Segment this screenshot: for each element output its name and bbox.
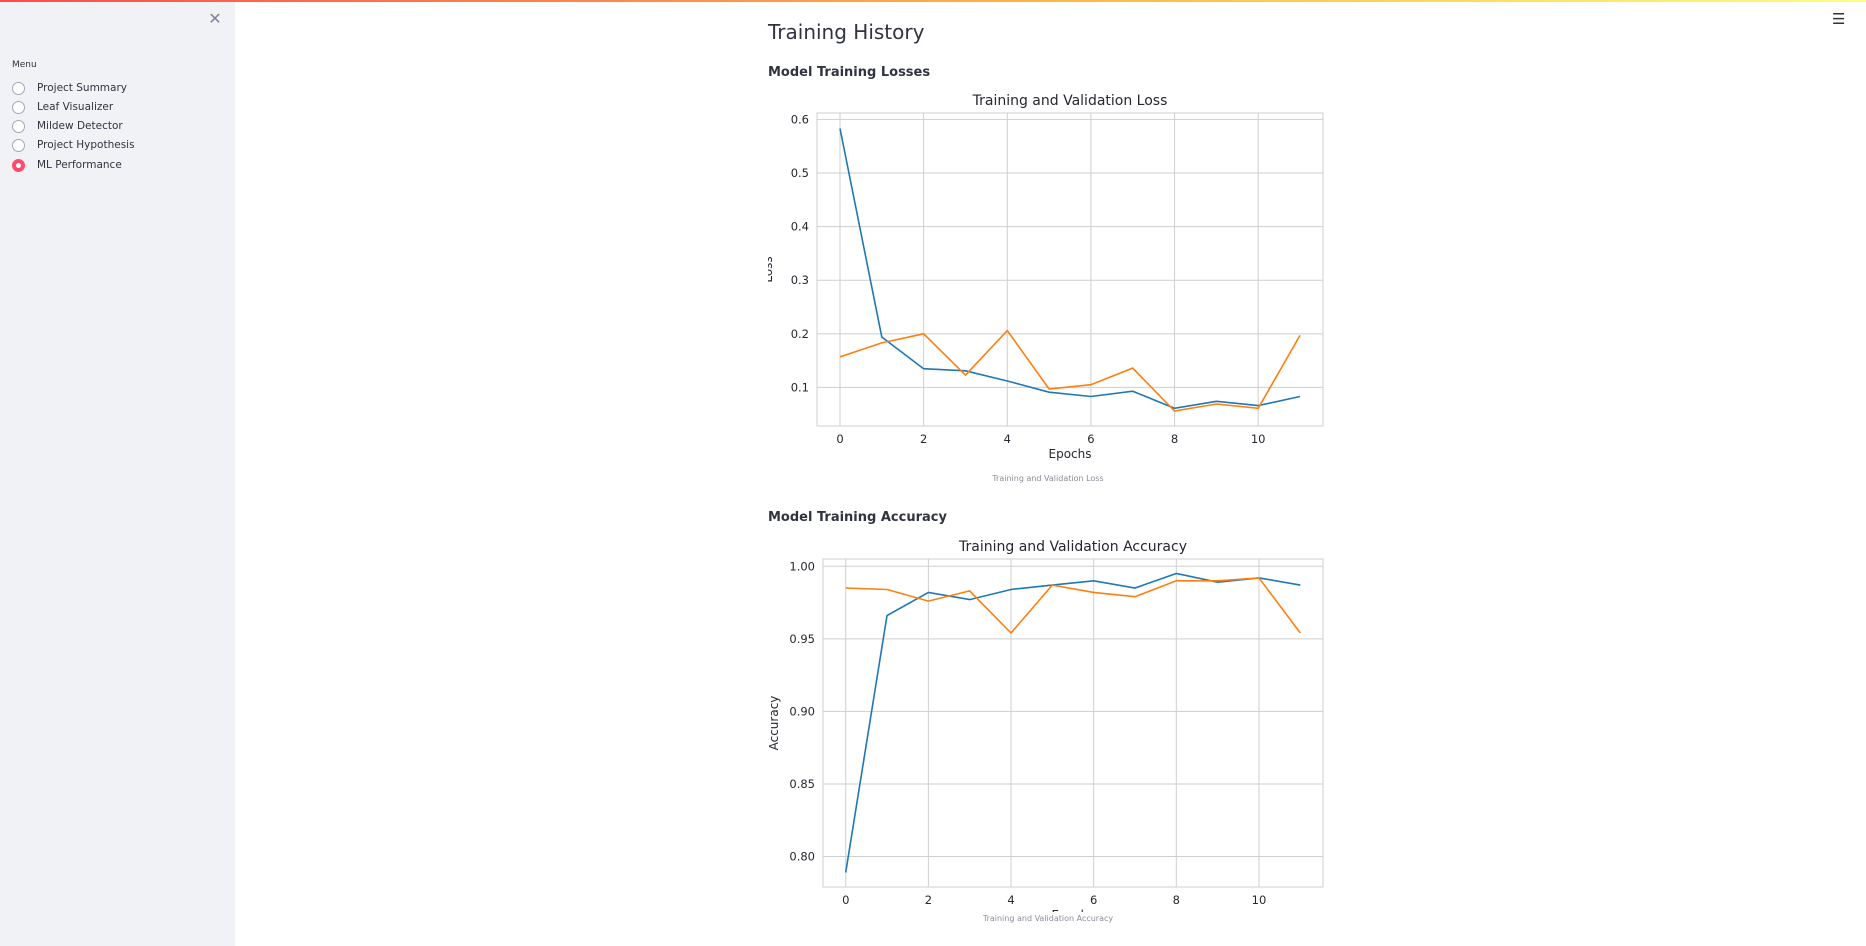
y-tick-label: 0.80 <box>789 850 815 864</box>
x-tick-label: 0 <box>836 432 843 446</box>
menu-item-label: Project Summary <box>37 82 128 94</box>
sidebar: ✕ Menu Project Summary Leaf Visualizer M… <box>0 2 235 946</box>
loss-chart: 0 2 4 6 8 10 0.1 0.2 0.3 0.4 0.5 0.6 Training and Va… <box>768 93 1324 461</box>
x-tick-label: 4 <box>1004 432 1011 446</box>
x-tick-label: 2 <box>925 893 932 907</box>
series-line-2 <box>845 577 1301 635</box>
chart-title: Training and Validation Accuracy <box>958 539 1187 555</box>
menu-item-mildew-detector[interactable]: Mildew Detector <box>12 118 123 134</box>
x-tick-label: 8 <box>1171 432 1178 446</box>
y-axis-label: Loss <box>768 256 775 282</box>
radio-icon[interactable] <box>12 119 25 133</box>
loss-section-heading: Model Training Losses <box>768 65 931 80</box>
series-line-2 <box>839 329 1301 412</box>
menu-item-project-hypothesis[interactable]: Project Hypothesis <box>12 137 135 153</box>
plot-frame <box>822 558 1324 888</box>
x-tick-label: 2 <box>920 432 927 446</box>
menu-label: Menu <box>12 60 37 70</box>
menu-item-project-summary[interactable]: Project Summary <box>12 80 127 96</box>
y-tick-label: 0.90 <box>789 704 815 718</box>
menu-item-ml-performance[interactable]: ML Performance <box>12 157 122 173</box>
series-line-1 <box>844 572 1301 873</box>
x-tick-label: 6 <box>1087 432 1094 446</box>
menu-item-leaf-visualizer[interactable]: Leaf Visualizer <box>12 99 113 115</box>
y-tick-label: 0.5 <box>791 166 809 180</box>
close-icon[interactable]: ✕ <box>208 9 222 28</box>
radio-selected-icon[interactable] <box>12 158 25 172</box>
page-title: Training History <box>768 20 925 44</box>
y-tick-label: 0.1 <box>791 380 809 394</box>
x-tick-label: 8 <box>1173 893 1180 907</box>
accuracy-chart: 0 2 4 6 8 10 0.80 0.85 0.90 0.95 1.00 Training and … <box>768 539 1324 912</box>
y-tick-label: 0.2 <box>791 327 809 341</box>
menu-item-label: Mildew Detector <box>37 120 123 132</box>
y-tick-label: 0.6 <box>791 112 809 126</box>
plot-area <box>823 559 1323 887</box>
accuracy-section-heading: Model Training Accuracy <box>768 510 947 525</box>
radio-icon[interactable] <box>12 100 25 114</box>
plot-frame <box>816 112 1324 427</box>
top-decoration-bar <box>0 0 1866 2</box>
y-tick-label: 1.00 <box>789 559 815 573</box>
series-line-1 <box>839 128 1301 410</box>
x-axis-label: Epochs <box>1052 908 1095 912</box>
plot-area <box>817 113 1323 426</box>
loss-chart-caption: Training and Validation Loss <box>992 474 1104 483</box>
x-axis-label: Epochs <box>1049 447 1092 461</box>
x-tick-label: 10 <box>1252 893 1267 907</box>
y-axis-label: Accuracy <box>768 696 781 751</box>
x-tick-label: 0 <box>842 893 849 907</box>
menu-item-label: Project Hypothesis <box>37 139 135 151</box>
menu-item-label: Leaf Visualizer <box>37 101 114 113</box>
menu-item-label: ML Performance <box>37 159 122 171</box>
radio-icon[interactable] <box>12 81 25 95</box>
x-tick-label: 10 <box>1251 432 1266 446</box>
hamburger-menu-icon[interactable]: ☰ <box>1832 10 1846 28</box>
y-tick-label: 0.3 <box>791 273 809 287</box>
y-tick-label: 0.95 <box>789 632 815 646</box>
accuracy-chart-caption: Training and Validation Accuracy <box>982 914 1114 923</box>
y-tick-label: 0.85 <box>789 777 815 791</box>
x-tick-label: 4 <box>1007 893 1014 907</box>
chart-title: Training and Validation Loss <box>972 93 1168 109</box>
y-tick-label: 0.4 <box>791 220 809 234</box>
x-tick-label: 6 <box>1090 893 1097 907</box>
radio-icon[interactable] <box>12 138 25 152</box>
